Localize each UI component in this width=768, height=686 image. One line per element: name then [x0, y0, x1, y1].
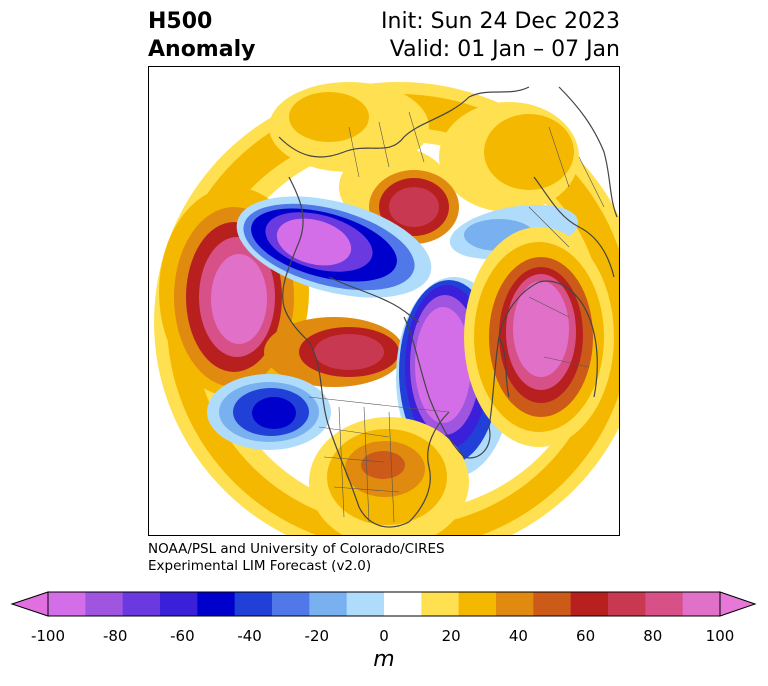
title-left: H500 Anomaly: [148, 8, 255, 64]
colorbar: [10, 591, 757, 617]
colorbar-extend-high: [719, 591, 757, 617]
colorbar-segment: [234, 592, 273, 616]
colorbar-segment: [533, 592, 572, 616]
colorbar-segment: [384, 592, 422, 616]
credit-line2: Experimental LIM Forecast (v2.0): [148, 558, 372, 574]
anomaly-contours: [154, 82, 619, 535]
colorbar-outline: [47, 591, 721, 617]
colorbar-unit: m: [373, 647, 395, 672]
colorbar-tick-label: 60: [576, 627, 596, 645]
colorbar-tick-label: -100: [30, 627, 66, 645]
colorbar-extend-low: [10, 591, 49, 617]
colorbar-segment: [48, 592, 86, 616]
colorbar-segment: [197, 592, 236, 616]
colorbar-segment: [122, 592, 161, 616]
map-canvas: [149, 67, 619, 535]
colorbar-segment: [346, 592, 385, 616]
title-field: Anomaly: [148, 37, 256, 62]
credit-line1: NOAA/PSL and University of Colorado/CIRE…: [148, 541, 445, 557]
colorbar-tick-label: 100: [705, 627, 735, 645]
colorbar-tick-label: -60: [170, 627, 195, 645]
colorbar-segment: [682, 592, 721, 616]
init-date: Init: Sun 24 Dec 2023: [381, 9, 620, 34]
colorbar-segment: [160, 592, 198, 616]
colorbar-segment: [272, 592, 310, 616]
credit: NOAA/PSL and University of Colorado/CIRE…: [148, 541, 445, 575]
colorbar-tick-label: 40: [508, 627, 528, 645]
colorbar-tick-label: 80: [643, 627, 663, 645]
colorbar-segment: [496, 592, 534, 616]
colorbar-segment: [570, 592, 609, 616]
colorbar-segment: [608, 592, 646, 616]
colorbar-segment: [421, 592, 460, 616]
colorbar-tick-label: -40: [237, 627, 262, 645]
title-right: Init: Sun 24 Dec 2023 Valid: 01 Jan – 07…: [381, 8, 620, 64]
colorbar-segment: [309, 592, 348, 616]
valid-range: Valid: 01 Jan – 07 Jan: [389, 37, 620, 62]
colorbar-segment: [645, 592, 684, 616]
colorbar-tick-label: 0: [379, 627, 389, 645]
colorbar-segment: [85, 592, 124, 616]
colorbar-tick-label: 20: [441, 627, 461, 645]
colorbar-tick-label: -80: [102, 627, 128, 645]
coastlines: [278, 86, 618, 528]
colorbar-tick-label: -20: [304, 627, 330, 645]
borders: [308, 111, 605, 523]
anomaly-map: [148, 66, 620, 536]
title-variable: H500: [148, 9, 213, 34]
colorbar-segment: [458, 592, 497, 616]
